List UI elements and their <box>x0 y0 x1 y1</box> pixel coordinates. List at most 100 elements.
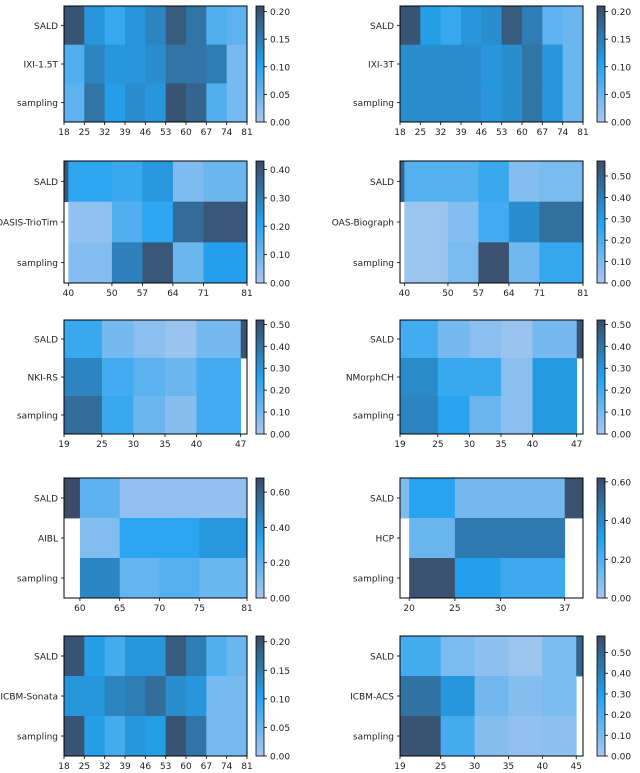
x-tick-label: 46 <box>140 128 152 138</box>
colorbar-tick-label: 0.20 <box>611 8 631 18</box>
colorbar-segment <box>256 411 264 415</box>
heatmap-cell <box>454 518 502 559</box>
heatmap-cell <box>404 201 449 243</box>
heatmap-cell <box>206 676 228 717</box>
heatmap-cell <box>142 242 174 284</box>
x-tick-label: 47 <box>235 440 246 450</box>
colorbar-segment <box>597 87 605 91</box>
heatmap-cell <box>165 636 187 677</box>
x-tick-label: 81 <box>577 128 588 138</box>
colorbar-segment <box>256 589 264 593</box>
heatmap-cell <box>104 676 126 717</box>
x-tick-label: 37 <box>559 604 570 614</box>
x-tick-label: 60 <box>180 128 192 138</box>
x-tick-label: 53 <box>496 128 507 138</box>
colorbar-tick-label: 0.40 <box>611 194 631 204</box>
colorbar-segment <box>597 182 605 186</box>
colorbar-segment <box>597 595 605 599</box>
colorbar-segment <box>256 8 264 13</box>
heatmap-cell <box>440 6 462 46</box>
x-tick-label: 74 <box>221 762 233 772</box>
colorbar-segment <box>597 161 605 165</box>
colorbar-segment <box>597 532 605 536</box>
colorbar-segment <box>256 95 264 100</box>
colorbar-segment <box>256 678 264 682</box>
heatmap-cell <box>400 83 421 123</box>
colorbar-segment <box>256 84 264 88</box>
heatmap-cell <box>437 358 470 397</box>
colorbar-segment <box>597 577 605 581</box>
colorbar-segment <box>256 535 264 539</box>
heatmap-cell <box>64 358 103 397</box>
colorbar-segment <box>597 556 605 560</box>
colorbar-segment <box>256 723 264 727</box>
colorbar-segment <box>256 699 264 703</box>
heatmap-cell <box>501 6 523 46</box>
heatmap-cell <box>542 716 577 757</box>
heatmap-cell <box>203 161 248 203</box>
colorbar-tick-label: 0.40 <box>270 166 290 176</box>
colorbar-tick-label: 0.30 <box>270 194 290 204</box>
heatmap-cell <box>461 6 482 46</box>
heatmap-cell <box>203 201 248 243</box>
row-label: SALD <box>370 495 394 505</box>
heatmap-cell <box>576 320 584 359</box>
colorbar-segment <box>597 258 605 263</box>
colorbar-tick-label: 0.10 <box>611 732 631 742</box>
colorbar-segment <box>597 559 605 563</box>
colorbar-segment <box>597 657 605 661</box>
colorbar-segment <box>256 371 264 375</box>
colorbar-segment <box>597 547 605 551</box>
row-label: NMorphCH <box>346 374 394 384</box>
colorbar-segment <box>597 499 605 503</box>
colorbar-segment <box>256 559 264 563</box>
heatmap-cell <box>437 320 470 359</box>
colorbar-tick-label: 0.00 <box>270 595 290 605</box>
heatmap-cell <box>409 478 456 519</box>
colorbar-segment <box>597 553 605 557</box>
x-tick-label: 67 <box>201 128 212 138</box>
colorbar-segment <box>256 276 264 281</box>
colorbar-segment <box>256 428 264 432</box>
colorbar-segment <box>597 362 605 367</box>
colorbar-segment <box>256 388 264 392</box>
colorbar-segment <box>597 478 605 482</box>
colorbar-segment <box>256 255 264 260</box>
heatmap-panel-1: SALD IXI-3T sampling 18 25 32 39 46 53 60 67 74 81 0.… <box>353 5 631 138</box>
colorbar-segment <box>256 702 264 706</box>
colorbar-segment <box>597 209 605 214</box>
heatmap-cell <box>500 558 566 599</box>
colorbar-segment <box>597 422 605 426</box>
colorbar-tick-label: 0.05 <box>270 91 290 101</box>
heatmap-cell <box>562 6 584 46</box>
colorbar-segment <box>597 29 605 33</box>
x-tick-label: 25 <box>432 440 443 450</box>
colorbar-segment <box>256 508 264 512</box>
heatmap-cell <box>469 358 502 397</box>
colorbar-segment <box>256 215 264 220</box>
heatmap-cell <box>420 6 442 46</box>
colorbar-segment <box>256 75 264 79</box>
colorbar-segment <box>256 209 264 214</box>
heatmap-cell <box>454 478 502 519</box>
colorbar-segment <box>597 8 605 13</box>
colorbar-segment <box>597 81 605 85</box>
heatmap-cell <box>474 676 509 717</box>
colorbar-segment <box>256 690 264 694</box>
heatmap-cell <box>145 676 167 717</box>
colorbar-segment <box>597 708 605 712</box>
heatmap-cell <box>539 201 584 243</box>
heatmap-cell <box>159 558 200 599</box>
heatmap-cell <box>542 44 564 84</box>
heatmap-cell <box>133 396 166 435</box>
x-tick-label: 40 <box>537 762 549 772</box>
colorbar-segment <box>256 328 264 332</box>
heatmap-cell <box>508 201 540 243</box>
row-label: sampling <box>353 412 394 422</box>
heatmap-cell <box>481 6 503 46</box>
heatmap-cell <box>64 396 103 435</box>
x-tick-label: 19 <box>58 440 70 450</box>
heatmap-cell <box>125 6 146 46</box>
colorbar-tick-label: 0.10 <box>611 258 631 268</box>
colorbar-segment <box>597 729 605 733</box>
